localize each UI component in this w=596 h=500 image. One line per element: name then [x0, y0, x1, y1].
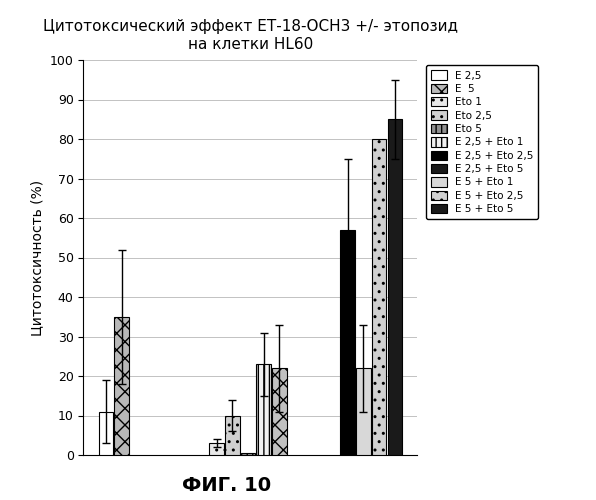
Title: Цитотоксический эффект ЕТ-18-ОСН3 +/- этопозид
на клетки HL60: Цитотоксический эффект ЕТ-18-ОСН3 +/- эт…: [43, 20, 458, 52]
Text: ФИГ. 10: ФИГ. 10: [182, 476, 271, 495]
Bar: [225, 416, 240, 455]
Bar: [114, 317, 129, 455]
Bar: [209, 443, 224, 455]
Legend: E 2,5, E  5, Eto 1, Eto 2,5, Eto 5, E 2,5 + Eto 1, E 2,5 + Eto 2,5, E 2,5 + Eto : E 2,5, E 5, Eto 1, Eto 2,5, Eto 5, E 2,5…: [426, 65, 539, 220]
Bar: [272, 368, 287, 455]
Bar: [356, 368, 371, 455]
Bar: [372, 139, 386, 455]
Bar: [241, 453, 255, 455]
Bar: [387, 119, 402, 455]
Bar: [340, 230, 355, 455]
Bar: [98, 412, 113, 455]
Bar: [256, 364, 271, 455]
Y-axis label: Цитотоксичность (%): Цитотоксичность (%): [30, 180, 44, 336]
